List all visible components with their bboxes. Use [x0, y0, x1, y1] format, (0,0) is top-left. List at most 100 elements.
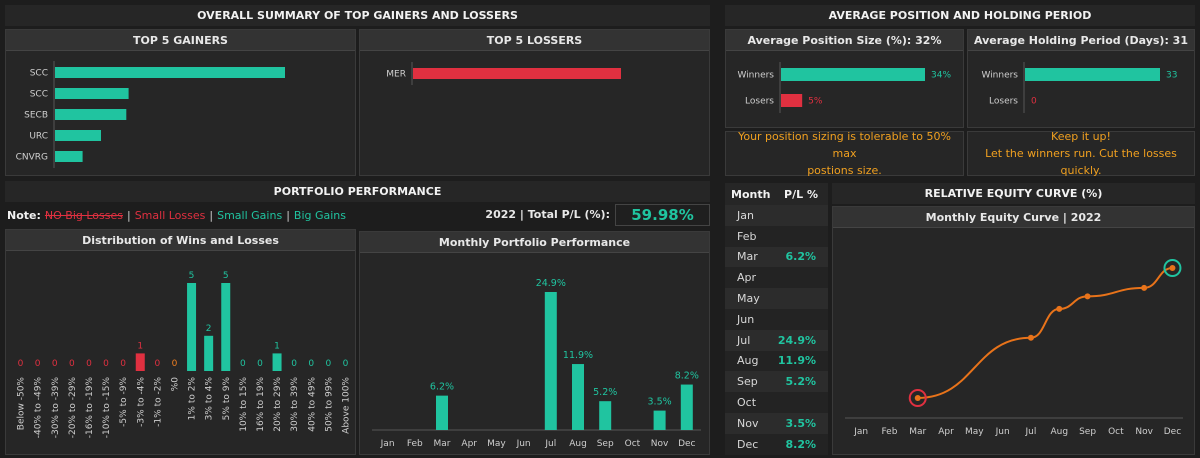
bar-value-label: 0 — [291, 359, 297, 369]
monthly-table: Month P/L % Jan Feb Mar 6.2% Apr May Jun Jul 24.… — [725, 183, 828, 455]
tick-label: May — [965, 427, 984, 437]
bar — [187, 283, 197, 371]
bar-value-label: 8.2% — [675, 371, 699, 382]
total-pl-label: 2022 | Total P/L (%): — [485, 208, 610, 221]
bar-category-label: SECB — [24, 111, 48, 121]
tick-label: Below -50% — [17, 377, 27, 431]
monthly-performance-chart: Jan Feb Mar 6.2% Apr May Jun Jul 24.9% Aug 11.9% Se… — [372, 278, 701, 449]
table-row: Jun — [725, 309, 828, 330]
bar-value-label: 0 — [86, 359, 92, 369]
tick-label: Apr — [938, 427, 954, 437]
holding-message: Keep it up! Let the winners run. Cut the… — [967, 130, 1195, 177]
bar — [55, 109, 127, 120]
tick-label: 40% to 49% — [307, 377, 317, 432]
tick-label: -16% to -19% — [85, 377, 95, 439]
bar-value-label: 33 — [1166, 71, 1177, 81]
position-size-chart: Winners 34% Losers 5% — [737, 62, 951, 113]
tick-label: 3% to 4% — [205, 377, 215, 421]
tick-label: 50% to 99% — [324, 377, 334, 432]
table-row: Feb — [725, 225, 828, 247]
tick-label: Feb — [407, 439, 423, 449]
top-losers-chart: MER — [386, 62, 621, 85]
tick-label: -3% to -4% — [136, 377, 146, 427]
table-cell-pl: 5.2% — [785, 375, 816, 389]
bar-value-label: 0 — [343, 359, 349, 369]
bar-value-label: 5% — [808, 97, 823, 107]
table-cell-pl: 6.2% — [785, 250, 816, 264]
position-message-line2: postions size. — [807, 164, 882, 177]
bar — [436, 395, 448, 430]
table-cell-month: Jun — [737, 312, 755, 326]
equity-start-marker — [908, 389, 927, 407]
tick-label: Oct — [1108, 427, 1124, 437]
table-cell-month: Sep — [737, 375, 758, 389]
bar — [572, 364, 584, 430]
tick-label: May — [487, 439, 506, 449]
tick-label: Aug — [569, 439, 587, 449]
bar-value-label: 0 — [120, 359, 126, 369]
bar-value-label: 0 — [52, 359, 58, 369]
note-label: Note: — [7, 208, 41, 222]
tick-label: Sep — [597, 439, 614, 449]
note-small-losses: Small Losses — [134, 208, 206, 222]
table-cell-month: Jan — [737, 208, 754, 222]
tick-label: Aug — [1050, 427, 1068, 437]
tick-label: Apr — [461, 439, 477, 449]
tick-label: Oct — [625, 439, 641, 449]
table-cell-pl: 8.2% — [785, 437, 816, 451]
equity-point — [914, 395, 921, 401]
bar — [55, 151, 83, 162]
tick-label: Above 100% — [341, 377, 351, 434]
bar-value-label: 0 — [103, 359, 109, 369]
bar-value-label: 0 — [1031, 97, 1037, 107]
tick-label: Feb — [881, 427, 897, 437]
tick-label: 1% to 2% — [188, 377, 198, 421]
table-row: Nov 3.5% — [725, 413, 828, 434]
bar-value-label: 0 — [18, 359, 24, 369]
tick-label: 30% to 39% — [290, 377, 300, 432]
equity-point — [1084, 293, 1091, 300]
position-size-panel: Average Position Size (%): 32% Winners 34… — [725, 29, 964, 128]
bar-value-label: 0 — [69, 359, 75, 369]
table-header-month: Month — [731, 187, 771, 201]
bar-category-label: Losers — [745, 97, 774, 107]
table-row: Dec 8.2% — [725, 433, 828, 455]
tick-label: Nov — [1135, 427, 1153, 437]
tick-label: Mar — [909, 427, 926, 437]
bar-value-label: 11.9% — [563, 350, 593, 361]
holding-period-title: Average Holding Period (Days): 31 — [968, 30, 1194, 51]
summary-title: OVERALL SUMMARY OF TOP GAINERS AND LOSSE… — [5, 5, 710, 26]
bar — [781, 68, 925, 81]
bar-category-label: SCC — [30, 90, 48, 100]
bar-value-label: 0 — [172, 359, 178, 369]
table-cell-pl: 3.5% — [785, 416, 816, 430]
bar-value-label: 2 — [206, 324, 212, 334]
tick-label: -30% to -39% — [51, 377, 61, 439]
table-body: Jan Feb Mar 6.2% Apr May Jun Jul 24.9% Aug 11.9% Se… — [725, 205, 828, 455]
tick-label: 16% to 19% — [256, 377, 266, 432]
bar — [1025, 68, 1160, 81]
bar-value-label: 0 — [308, 359, 314, 369]
equity-point — [1141, 284, 1148, 291]
tick-label: -20% to -29% — [68, 377, 78, 439]
tick-label: -10% to -15% — [102, 377, 112, 439]
table-row: Oct — [725, 392, 828, 413]
tick-label: %0 — [170, 377, 180, 392]
equity-end-marker — [1163, 259, 1182, 277]
bar-value-label: 5 — [189, 271, 195, 281]
table-cell-month: Feb — [737, 229, 757, 243]
table-row: Mar 6.2% — [725, 246, 828, 268]
bar — [204, 335, 214, 371]
bar-category-label: Winners — [737, 71, 774, 81]
bar — [221, 283, 231, 371]
bar — [272, 353, 282, 371]
distribution-title: Distribution of Wins and Losses — [6, 230, 355, 251]
tick-label: -1% to -2% — [153, 377, 163, 427]
table-row: May — [725, 288, 828, 309]
tick-label: 10% to 15% — [239, 377, 249, 432]
note-sep: | — [286, 208, 290, 222]
holding-period-panel: Average Holding Period (Days): 31 Winner… — [967, 29, 1195, 128]
tick-label: Jun — [995, 427, 1010, 437]
equity-chart: Jan Feb Mar Apr May Jun Jul Aug Sep Oct Nov Dec — [845, 259, 1183, 437]
holding-message-line1: Keep it up! — [1051, 130, 1111, 143]
